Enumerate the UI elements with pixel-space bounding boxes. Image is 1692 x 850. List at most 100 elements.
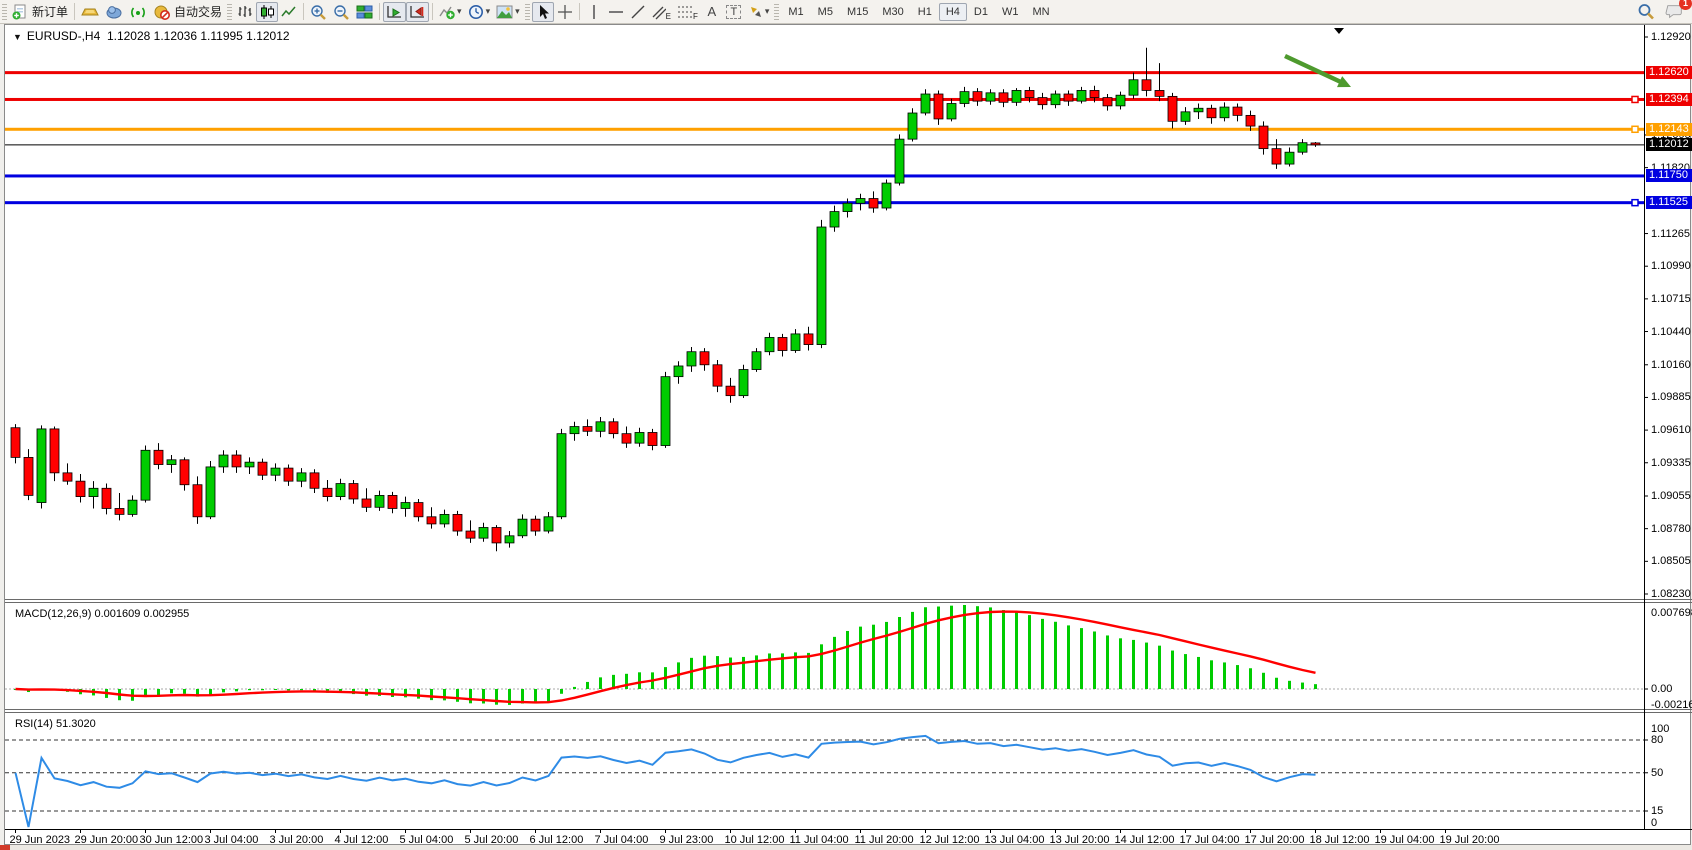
notifications-button[interactable]: 1 xyxy=(1665,0,1692,20)
zoom-out-icon xyxy=(333,4,350,20)
bar-chart-icon xyxy=(237,4,253,20)
toolbar-grip[interactable] xyxy=(774,3,780,20)
timeframe-button-m30[interactable]: M30 xyxy=(882,5,904,18)
candle-body xyxy=(855,198,866,204)
timeframe-button-m5[interactable]: M5 xyxy=(817,5,833,18)
macd-histogram-bar xyxy=(1015,612,1018,689)
line-chart-button[interactable] xyxy=(278,2,300,22)
macd-histogram-bar xyxy=(794,652,797,689)
candle-body xyxy=(400,502,411,509)
scroll-end-marker-icon[interactable] xyxy=(1334,28,1344,34)
macd-histogram-bar xyxy=(1028,615,1031,689)
candlestick-chart-button[interactable] xyxy=(256,1,279,22)
candle-body xyxy=(439,514,450,525)
zoom-out-button[interactable] xyxy=(330,2,353,22)
macd-histogram-bar xyxy=(1158,645,1161,689)
arrows-dropdown-caret[interactable]: ▾ xyxy=(764,6,770,16)
candle-body xyxy=(595,421,606,432)
fibonacci-button[interactable]: F xyxy=(674,2,701,22)
macd-histogram-bar xyxy=(469,689,472,704)
zoom-in-button[interactable] xyxy=(307,2,330,22)
macd-histogram-bar xyxy=(690,657,693,689)
timeframe-button-w1[interactable]: W1 xyxy=(1001,5,1019,18)
candle-body xyxy=(114,508,125,515)
trendline-button[interactable] xyxy=(627,2,649,22)
text-label-button[interactable]: T xyxy=(723,2,745,22)
candle-body xyxy=(140,449,151,501)
candle-body xyxy=(699,351,710,366)
macd-histogram-bar xyxy=(1054,621,1057,689)
periods-dropdown-caret[interactable]: ▾ xyxy=(485,6,491,16)
candle-body xyxy=(517,518,528,537)
auto-scroll-button[interactable] xyxy=(383,1,407,22)
candle-body xyxy=(608,421,619,435)
indicators-button[interactable]: ▾ xyxy=(436,2,465,22)
macd-histogram-bar xyxy=(1197,656,1200,689)
templates-button[interactable]: ▾ xyxy=(493,2,523,22)
macd-histogram-bar xyxy=(1223,662,1226,689)
candle-body xyxy=(36,428,47,503)
macd-histogram-bar xyxy=(183,689,186,694)
market-watch-button[interactable] xyxy=(78,2,102,22)
toolbar-separator xyxy=(74,3,76,20)
candle-body xyxy=(790,333,801,351)
crosshair-button[interactable] xyxy=(554,2,576,22)
cursor-button[interactable] xyxy=(531,1,554,22)
candle-body xyxy=(543,516,554,532)
candle-body xyxy=(1141,79,1152,91)
data-window-button[interactable] xyxy=(102,2,126,22)
notification-badge: 1 xyxy=(1679,0,1692,10)
fibonacci-icon xyxy=(677,4,693,20)
templates-dropdown-caret[interactable]: ▾ xyxy=(515,6,520,16)
candle-body xyxy=(764,337,775,353)
candle-body xyxy=(933,93,944,120)
vertical-line-button[interactable] xyxy=(583,2,605,22)
candle-body xyxy=(10,427,21,458)
search-icon[interactable] xyxy=(1637,3,1655,20)
macd-histogram-bar xyxy=(911,611,914,689)
macd-histogram-bar xyxy=(1275,677,1278,689)
timeframe-button-h1[interactable]: H1 xyxy=(917,5,932,18)
equidistant-channel-button[interactable]: E xyxy=(649,2,674,22)
candle-body xyxy=(998,92,1009,103)
timeframe-button-m1[interactable]: M1 xyxy=(788,5,804,18)
candle-body xyxy=(1011,90,1022,103)
text-button[interactable]: A xyxy=(701,2,723,22)
candle-body xyxy=(504,535,515,544)
auto-trading-button[interactable]: 自动交易 xyxy=(150,2,225,22)
periods-button[interactable]: ▾ xyxy=(465,2,494,22)
indicators-dropdown-caret[interactable]: ▾ xyxy=(457,6,462,16)
signals-button[interactable] xyxy=(126,2,150,22)
new-order-button[interactable]: 新订单 xyxy=(9,2,71,22)
timeframe-button-mn[interactable]: MN xyxy=(1032,5,1050,18)
data-window-icon xyxy=(105,4,123,20)
macd-histogram-bar xyxy=(989,607,992,689)
macd-histogram-bar xyxy=(625,673,628,689)
new-order-label: 新订单 xyxy=(32,5,69,19)
timeframe-button-d1[interactable]: D1 xyxy=(973,5,988,18)
toolbar-grip[interactable] xyxy=(227,3,233,20)
chart-plot-area[interactable] xyxy=(5,25,1692,846)
toolbar-grip[interactable] xyxy=(2,3,7,20)
auto-scroll-icon xyxy=(386,4,403,20)
toolbar-separator xyxy=(578,3,580,20)
toolbar-grip[interactable] xyxy=(524,3,530,20)
macd-histogram-bar xyxy=(846,630,849,689)
macd-histogram-bar xyxy=(1080,628,1083,689)
candle-body xyxy=(621,433,632,444)
chart-window[interactable]: ▼ EURUSD-,H4 1.12028 1.12036 1.11995 1.12… xyxy=(4,24,1692,846)
timeframe-button-m15[interactable]: M15 xyxy=(846,5,869,18)
arrows-button[interactable]: ▾ xyxy=(745,2,773,22)
candle-body xyxy=(777,337,788,351)
annotation-arrow[interactable] xyxy=(1284,53,1344,86)
horizontal-line-button[interactable] xyxy=(605,2,627,22)
tile-windows-button[interactable] xyxy=(353,2,376,22)
annotation-arrowhead[interactable] xyxy=(1337,76,1351,88)
bar-chart-button[interactable] xyxy=(234,2,256,22)
timeframe-button-h4[interactable]: H4 xyxy=(938,2,967,21)
candle-body xyxy=(23,457,34,496)
candle-body xyxy=(1076,90,1087,102)
candle-body xyxy=(920,93,931,114)
chart-shift-button[interactable] xyxy=(406,1,430,22)
chart-shift-icon xyxy=(409,4,426,20)
